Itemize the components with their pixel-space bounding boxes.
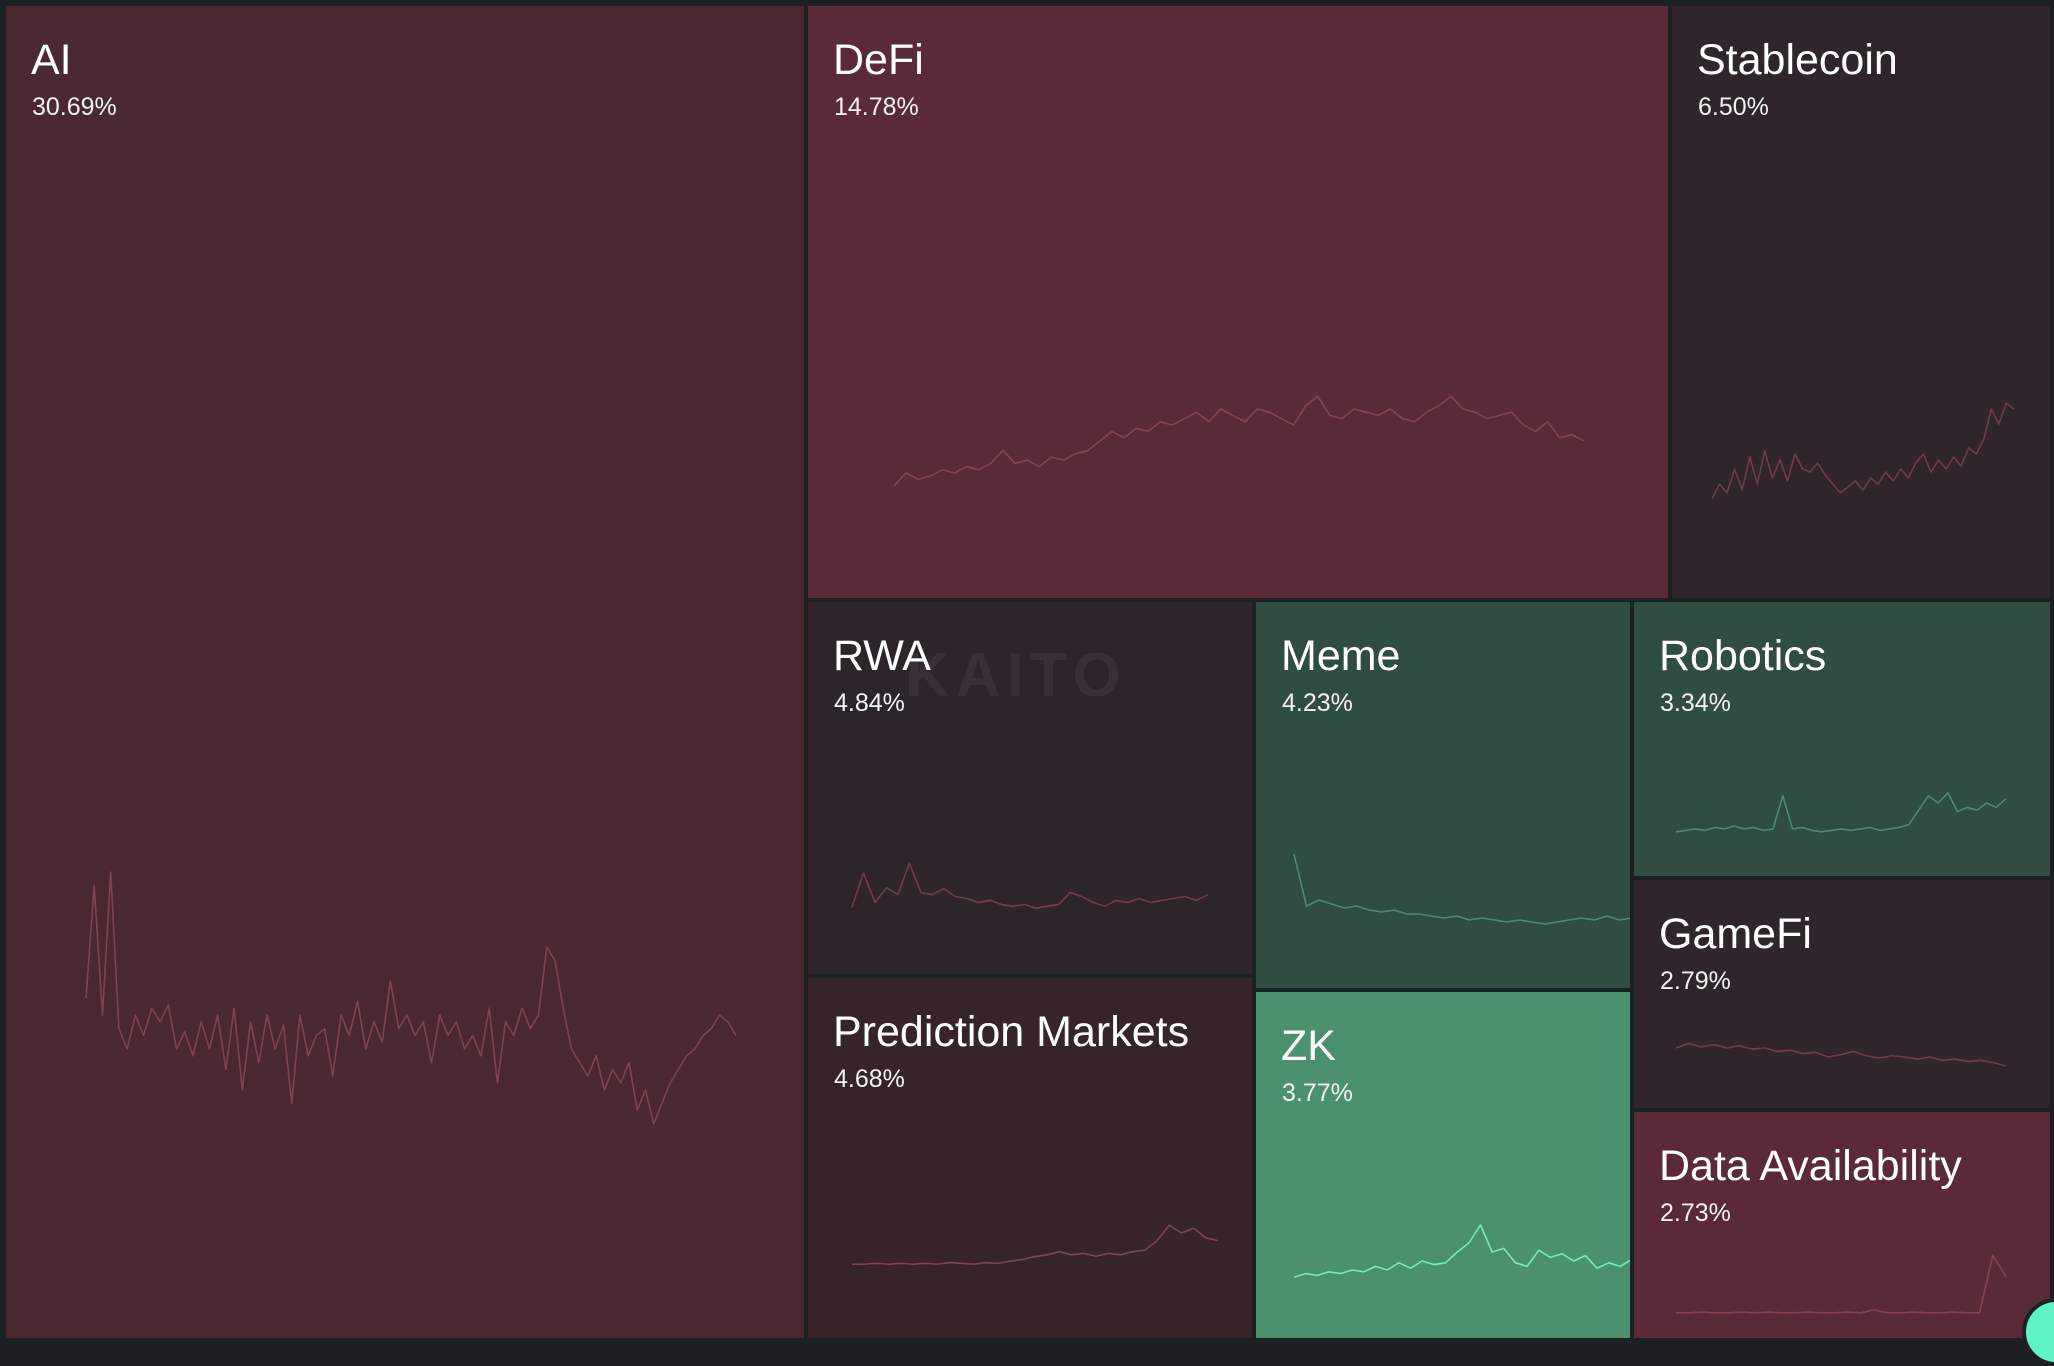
tile-share: 3.77% <box>1282 1079 1353 1107</box>
tile-name: Robotics <box>1659 632 1827 680</box>
tile-share: 3.34% <box>1660 689 1731 717</box>
tile-share: 2.79% <box>1660 967 1731 995</box>
sparkline <box>893 395 1585 487</box>
tile-name: ZK <box>1281 1022 1336 1070</box>
tile-share: 30.69% <box>32 93 117 121</box>
sparkline-path <box>1675 792 2007 833</box>
tile-zk[interactable]: ZK 3.77% <box>1254 990 1632 1340</box>
sparkline-path <box>893 395 1585 487</box>
tile-meme[interactable]: Meme 4.23% <box>1254 600 1632 990</box>
sparkline-path <box>852 1224 1219 1265</box>
sparkline <box>85 871 737 1125</box>
sparkline <box>1293 1224 1630 1278</box>
tile-share: 2.73% <box>1660 1199 1731 1227</box>
tile-share: 4.84% <box>834 689 905 717</box>
sparkline <box>1675 1042 2007 1067</box>
tile-share: 4.23% <box>1282 689 1353 717</box>
tile-stablecoin[interactable]: Stablecoin 6.50% <box>1670 4 2052 600</box>
tile-data-availability[interactable]: Data Availability 2.73% <box>1632 1110 2052 1340</box>
tile-share: 14.78% <box>834 93 919 121</box>
tile-ai[interactable]: AI 30.69% <box>4 4 806 1340</box>
sparkline-path <box>851 862 1209 910</box>
tile-defi[interactable]: DeFi 14.78% <box>806 4 1670 600</box>
tile-prediction-markets[interactable]: Prediction Markets 4.68% <box>806 976 1254 1340</box>
sparkline <box>851 862 1209 910</box>
tile-gamefi[interactable]: GameFi 2.79% <box>1632 878 2052 1110</box>
sparkline-path <box>1711 402 2015 500</box>
tile-share: 4.68% <box>834 1065 905 1093</box>
sparkline <box>1676 1254 2007 1314</box>
tile-share: 6.50% <box>1698 93 1769 121</box>
sparkline <box>1711 402 2015 500</box>
sparkline <box>852 1224 1219 1265</box>
tile-name: RWA <box>833 632 931 680</box>
tile-name: DeFi <box>833 36 924 84</box>
tile-name: AI <box>31 36 72 84</box>
sparkline-path <box>1676 1254 2007 1314</box>
tile-rwa[interactable]: RWA 4.84% <box>806 600 1254 976</box>
tile-name: GameFi <box>1659 910 1812 958</box>
sparkline-path <box>1675 1042 2007 1067</box>
tile-name: Data Availability <box>1659 1142 1962 1190</box>
sparkline-path <box>1293 853 1630 925</box>
tile-name: Prediction Markets <box>833 1008 1190 1056</box>
sparkline-path <box>85 871 737 1125</box>
sparkline <box>1675 792 2007 833</box>
tile-name: Stablecoin <box>1697 36 1898 84</box>
tile-robotics[interactable]: Robotics 3.34% <box>1632 600 2052 878</box>
sparkline <box>1293 853 1630 925</box>
tile-name: Meme <box>1281 632 1401 680</box>
sparkline-path <box>1293 1224 1630 1278</box>
